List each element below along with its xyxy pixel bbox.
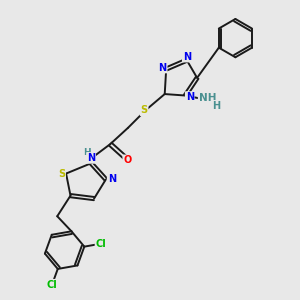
Text: N: N [183,52,191,62]
Text: N: N [87,153,95,163]
Text: S: S [58,169,65,178]
Text: O: O [123,155,131,165]
Text: N: N [186,92,194,102]
Text: N: N [108,174,116,184]
Text: H: H [212,101,220,111]
Text: Cl: Cl [95,239,106,249]
Text: H: H [83,148,91,157]
Text: N: N [159,63,167,73]
Text: Cl: Cl [46,280,57,290]
Text: NH: NH [199,94,216,103]
Text: S: S [140,105,148,115]
